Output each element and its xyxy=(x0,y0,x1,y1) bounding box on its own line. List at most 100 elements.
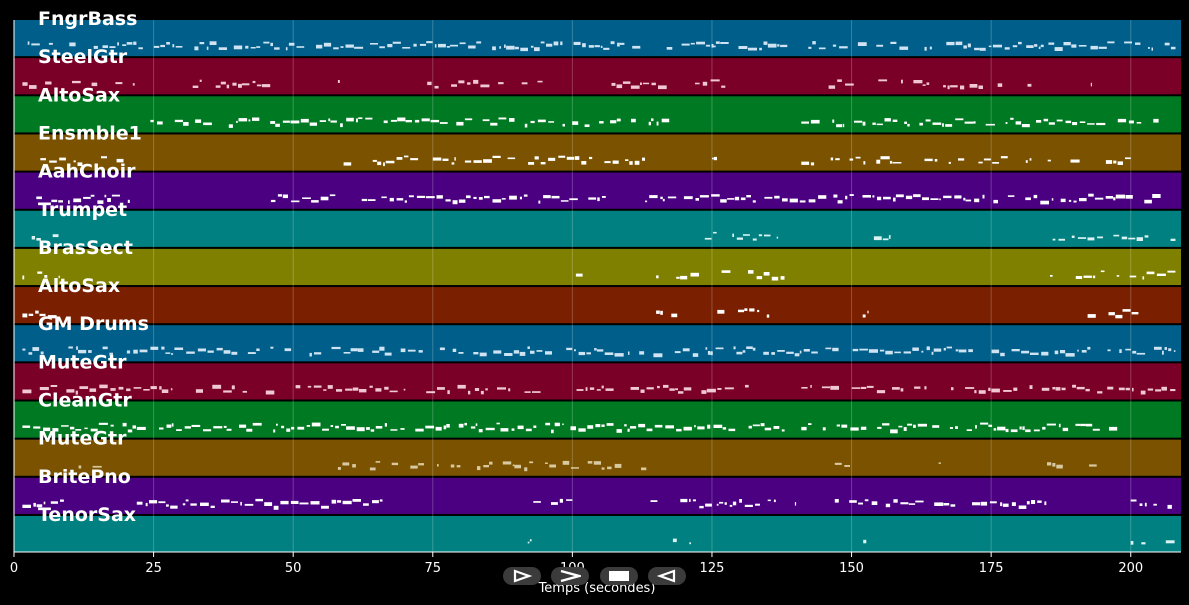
note xyxy=(379,346,385,351)
note xyxy=(170,388,173,391)
note xyxy=(434,85,439,89)
note xyxy=(58,275,60,279)
note xyxy=(1076,386,1085,390)
note xyxy=(960,85,965,90)
note xyxy=(926,346,930,351)
note xyxy=(439,122,448,124)
note xyxy=(965,387,975,389)
note xyxy=(631,118,636,123)
x-tick-label: 125 xyxy=(700,561,725,576)
note xyxy=(1100,270,1105,273)
note xyxy=(288,42,295,46)
note xyxy=(126,388,131,392)
track-background xyxy=(14,134,1181,171)
note xyxy=(1147,388,1154,391)
note xyxy=(570,467,579,469)
note xyxy=(722,427,727,430)
note xyxy=(400,348,406,353)
note xyxy=(327,385,333,389)
note xyxy=(247,352,256,354)
note xyxy=(917,423,927,427)
note xyxy=(1026,501,1030,505)
note xyxy=(29,85,37,89)
note xyxy=(438,43,446,48)
note xyxy=(549,464,556,468)
note xyxy=(900,502,909,505)
note xyxy=(22,504,31,508)
note xyxy=(885,350,893,355)
note xyxy=(835,158,840,161)
note xyxy=(35,310,39,314)
note xyxy=(282,194,288,199)
note xyxy=(771,352,775,355)
note xyxy=(588,197,597,200)
note-group xyxy=(22,308,1139,319)
note xyxy=(1121,236,1128,240)
note xyxy=(879,349,885,352)
note xyxy=(992,162,999,164)
note xyxy=(504,353,513,356)
note xyxy=(223,390,232,393)
note xyxy=(588,45,594,48)
note xyxy=(1136,122,1142,124)
note xyxy=(200,502,209,506)
note xyxy=(166,42,170,45)
note xyxy=(231,385,235,390)
rewind-button[interactable] xyxy=(648,567,686,585)
note xyxy=(1161,386,1167,391)
note xyxy=(894,351,901,354)
note xyxy=(654,424,663,428)
note xyxy=(77,162,83,166)
note xyxy=(248,119,251,122)
note xyxy=(934,159,938,162)
note xyxy=(529,539,532,542)
note xyxy=(1119,349,1122,353)
note xyxy=(903,351,911,354)
note xyxy=(1025,429,1031,433)
note xyxy=(404,200,407,203)
note xyxy=(281,425,285,429)
note xyxy=(876,390,886,394)
note xyxy=(467,82,471,85)
track-background xyxy=(14,20,1181,57)
track-lane xyxy=(14,439,1181,476)
note xyxy=(1055,387,1061,391)
x-tick-label: 0 xyxy=(10,561,18,576)
note xyxy=(223,350,231,354)
note xyxy=(651,118,654,122)
note xyxy=(1170,238,1176,241)
note xyxy=(880,156,890,160)
note xyxy=(372,500,379,504)
fast-forward-button[interactable] xyxy=(551,567,589,585)
play-button[interactable] xyxy=(503,567,541,585)
note xyxy=(913,424,916,428)
note xyxy=(989,501,997,504)
note xyxy=(748,425,752,429)
note xyxy=(206,46,209,50)
note xyxy=(1085,423,1093,427)
note xyxy=(475,423,478,426)
note xyxy=(537,80,543,83)
note xyxy=(483,159,492,163)
note xyxy=(1117,118,1127,123)
note xyxy=(22,425,31,428)
note xyxy=(690,272,699,277)
note xyxy=(560,200,569,202)
note xyxy=(1087,237,1095,241)
note xyxy=(665,425,674,429)
note xyxy=(418,350,423,353)
note xyxy=(736,237,743,240)
note xyxy=(419,43,426,46)
note xyxy=(68,200,70,204)
note xyxy=(101,156,107,159)
note xyxy=(1136,352,1146,355)
grid-lines xyxy=(153,20,1132,552)
note xyxy=(931,351,934,355)
stop-button[interactable] xyxy=(600,567,638,585)
note-group xyxy=(527,538,1175,545)
note xyxy=(642,82,650,85)
note xyxy=(604,161,611,164)
note xyxy=(452,200,458,205)
note xyxy=(483,465,489,468)
note xyxy=(341,424,346,426)
